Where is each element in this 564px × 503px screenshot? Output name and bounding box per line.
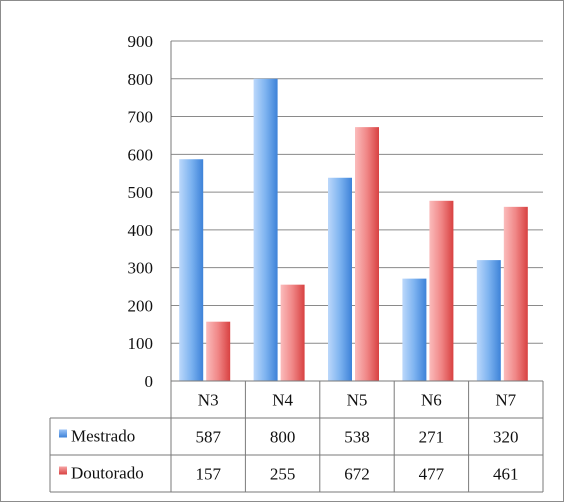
data-value: 672 <box>344 465 370 484</box>
y-tick-label: 600 <box>128 145 154 164</box>
bar-doutorado-n7 <box>503 206 528 381</box>
y-tick-label: 800 <box>128 70 154 89</box>
y-tick-label: 700 <box>128 108 154 127</box>
y-axis: 0 100 200 300 400 500 600 700 800 900 <box>128 32 172 492</box>
bar-mestrado-n7 <box>476 260 501 381</box>
bar-mestrado-n5 <box>328 177 352 381</box>
category-label: N3 <box>198 391 219 410</box>
legend-key-mestrado <box>59 429 67 438</box>
category-label: N4 <box>272 391 293 410</box>
category-label: N6 <box>421 391 442 410</box>
category-label: N7 <box>495 391 516 410</box>
y-tick-label: 300 <box>128 259 154 278</box>
bar-mestrado-n4 <box>253 78 278 382</box>
bar-doutorado-n6 <box>429 200 454 381</box>
data-value: 800 <box>270 428 296 447</box>
bar-doutorado-n3 <box>206 321 231 381</box>
data-value: 255 <box>270 465 296 484</box>
data-value: 477 <box>419 465 445 484</box>
bar-mestrado-n3 <box>179 159 204 381</box>
legend-label-doutorado: Doutorado <box>71 464 144 483</box>
data-value: 587 <box>195 428 221 447</box>
bar-doutorado-n5 <box>355 127 379 381</box>
bar-doutorado-n4 <box>280 284 305 381</box>
y-tick-label: 200 <box>128 296 154 315</box>
data-value: 461 <box>493 465 519 484</box>
legend-key-doutorado <box>59 466 67 475</box>
y-tick-label: 400 <box>128 221 154 240</box>
y-tick-label: 900 <box>128 32 154 51</box>
bars <box>179 78 528 382</box>
legend-label-mestrado: Mestrado <box>71 427 135 446</box>
y-tick-label: 0 <box>145 372 154 391</box>
data-value: 157 <box>195 465 221 484</box>
data-value: 538 <box>344 428 370 447</box>
category-label: N5 <box>347 391 368 410</box>
y-tick-label: 100 <box>128 334 154 353</box>
data-value: 320 <box>493 428 519 447</box>
data-table: N3 N4 N5 N6 N7 Mestrado 587 800 538 271 320 Doutora… <box>49 380 544 493</box>
y-tick-label: 500 <box>128 183 154 202</box>
bar-mestrado-n6 <box>402 278 427 381</box>
data-value: 271 <box>419 428 445 447</box>
